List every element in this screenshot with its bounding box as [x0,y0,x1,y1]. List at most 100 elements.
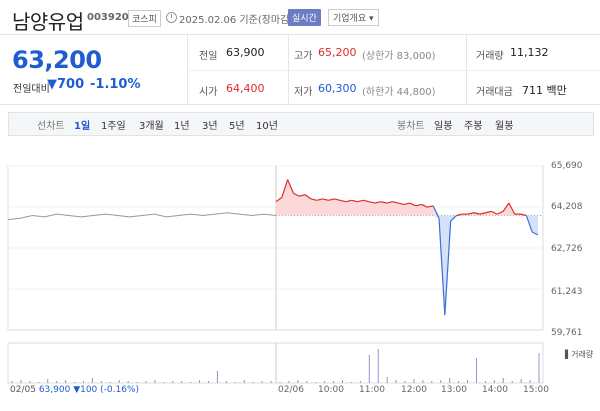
candle-daily[interactable]: 일봉 [434,121,453,132]
price-line-segment [316,198,323,201]
price-line-segment [508,202,516,215]
open-value: 64,400 [226,82,265,95]
price-line-segment [432,205,440,219]
low-label: 저가 [294,87,313,98]
divider [187,35,188,104]
y-tick-label: 64,208 [551,202,583,212]
price-line-segment [374,201,381,204]
low-value: 60,300 [318,82,357,95]
chart-toolbar: 선차트 1일 1주일 3개월 1년 3년 5년 10년 봉차트 일봉 주봉 월봉 [8,112,594,136]
y-tick-label: 62,726 [551,244,583,254]
price-line-segment [520,213,527,217]
price-line-segment [415,203,422,207]
price-line-segment [275,197,283,203]
current-price: 63,200 [12,46,102,74]
price-line-segment [444,221,452,316]
company-info-dropdown[interactable]: 기업개요 ▾ [328,9,379,26]
footer-date: 02/05 [10,385,36,395]
candle-chart-label: 봉차트 [397,121,425,132]
price-line-segment [357,199,364,203]
price-line-segment [491,210,498,215]
price-line-segment [438,218,446,316]
quote-date: 2025.02.06 기준(장마감) [179,15,294,26]
volume-value: 11,132 [510,46,549,59]
price-line-segment [287,179,295,194]
period-3y[interactable]: 3년 [202,121,218,132]
price-line-segment [398,202,405,206]
candle-monthly[interactable]: 월봉 [495,121,514,132]
footer-change: ▼100 [73,385,98,395]
volume-legend-label: 거래량 [571,350,594,359]
price-summary [0,35,600,105]
price-line-segment [310,198,317,201]
x-tick-label: 02/06 [278,385,304,395]
price-line-segment [345,199,352,203]
realtime-button[interactable]: 실시간 [288,9,321,26]
change-amount: 700 [57,77,85,92]
price-line-segment [334,198,341,201]
price-line-segment [339,199,347,203]
amount-value: 711 백만 [522,84,567,97]
stock-header: 남양유업 003920 코스피 2025.02.06 기준(장마감) 실시간 기… [0,0,600,35]
x-tick-label: 12:00 [401,385,427,395]
lower-limit: (하한가 44,800) [362,87,436,98]
price-line-segment [328,198,335,201]
price-line-segment [369,201,376,204]
price-line-segment [281,179,289,198]
price-line-segment [525,215,533,233]
loss-area [276,215,538,316]
footer-pct: (-0.16%) [100,385,140,395]
y-tick-label: 61,243 [551,287,583,297]
divider [288,35,289,104]
line-chart-label: 선차트 [37,121,65,132]
open-label: 시가 [199,87,218,98]
clock-icon [166,12,177,23]
change-value: ▼700 [47,77,85,92]
price-line-segment [421,203,428,208]
market-badge: 코스피 [128,10,161,27]
price-line-segment [496,210,504,215]
period-1y[interactable]: 1년 [174,121,190,132]
divider [187,70,600,71]
price-line-segment [473,212,480,215]
divider [466,35,467,104]
change-percent: -1.10% [90,77,141,92]
volume-label: 거래량 [476,51,504,62]
x-tick-label: 14:00 [482,385,508,395]
price-line-segment [380,201,387,204]
volume-legend: ▌거래량 [565,350,594,359]
price-line-segment [479,212,486,215]
price-line-segment [299,194,306,197]
price-line-segment [531,231,539,236]
change-label: 전일대비 [13,84,50,95]
x-tick-label: 11:00 [359,385,385,395]
price-line-segment [485,210,492,214]
price-chart[interactable] [0,150,600,385]
prev-close-value: 63,900 [226,46,265,59]
y-tick-label: 65,690 [551,161,583,171]
amount-label: 거래대금 [476,87,513,98]
prev-day-line [7,212,277,221]
price-line-segment [304,194,312,200]
y-tick-label: 59,761 [551,328,583,338]
period-5y[interactable]: 5년 [229,121,245,132]
price-line-segment [392,201,399,204]
period-1w[interactable]: 1주일 [101,121,126,132]
period-3m[interactable]: 3개월 [139,121,164,132]
stock-code: 003920 [87,12,129,23]
period-1d[interactable]: 1일 [74,121,91,132]
price-line-segment [409,202,416,207]
candle-weekly[interactable]: 주봉 [464,121,483,132]
period-10y[interactable]: 10년 [256,121,278,132]
stock-name: 남양유업 [12,10,84,34]
high-label: 고가 [294,51,313,62]
price-line-segment [322,198,329,201]
price-line-segment [450,215,457,222]
price-line-segment [293,192,300,197]
price-line-segment [363,199,370,203]
upper-limit: (상한가 83,000) [362,51,436,62]
chart-footer: 02/05 63,900 ▼100 (-0.16%) [10,385,139,395]
x-tick-label: 15:00 [523,385,549,395]
gain-area [276,179,538,216]
footer-price: 63,900 [38,385,71,395]
